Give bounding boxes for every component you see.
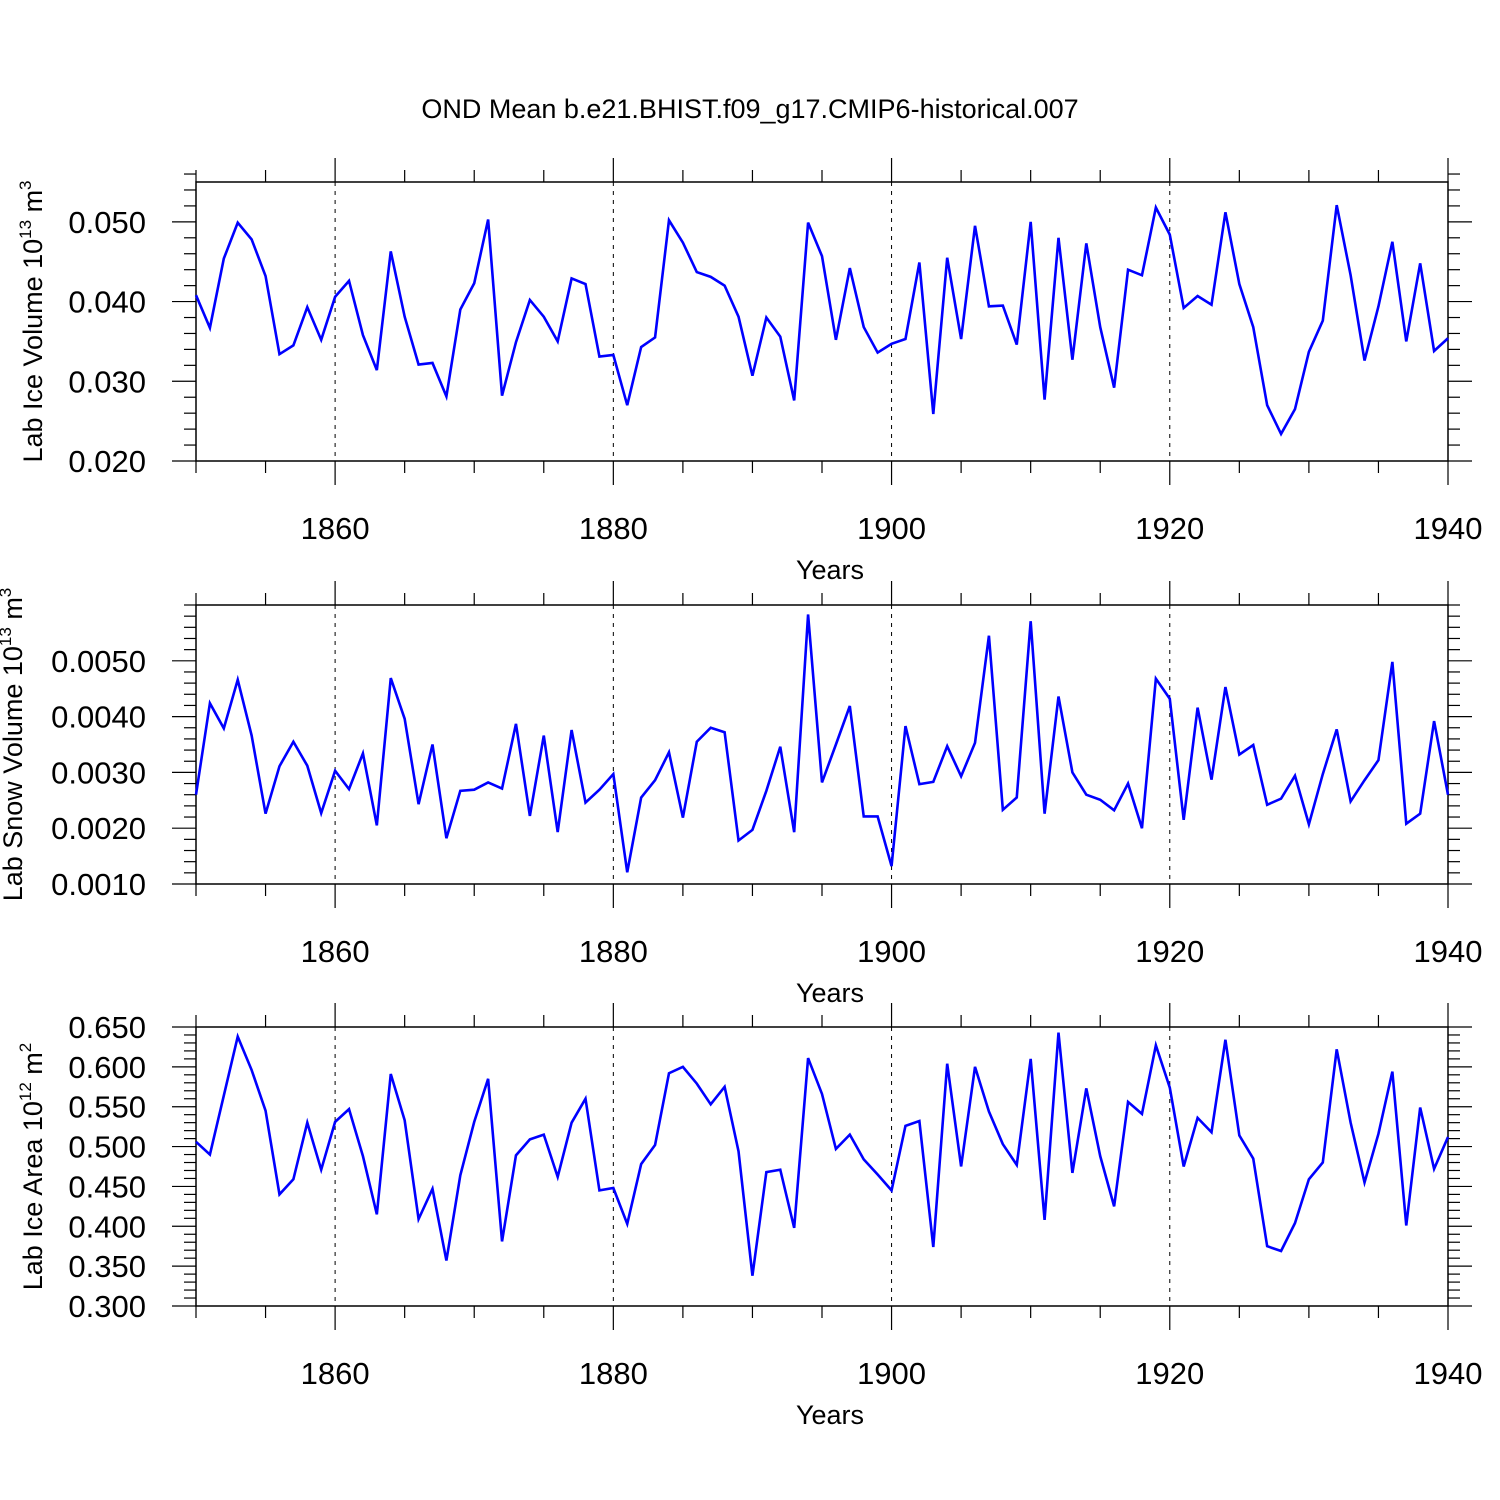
y-tick-label: 0.020: [68, 444, 146, 479]
y-tick-label: 0.0010: [51, 867, 146, 902]
plot-frame: [195, 1026, 1449, 1307]
y-tick-label: 0.600: [68, 1050, 146, 1085]
x-tick-label: 1880: [579, 934, 648, 969]
data-series-line: [195, 1032, 1450, 1276]
x-tick-label: 1940: [1414, 934, 1483, 969]
y-axis-title-part: Lab Ice Area 10: [18, 1101, 48, 1290]
y-axis-title-part: m: [18, 1052, 48, 1082]
x-tick-label: 1900: [857, 511, 926, 546]
x-tick-label: 1900: [857, 934, 926, 969]
panel-lab-ice-area: 1860 1880 1900 1920 1940 0.300 0.350 0.400 0.450…: [16, 1003, 1482, 1430]
y-axis-title-superscript: 13: [0, 627, 15, 646]
y-axis-title-superscript: 3: [16, 180, 35, 189]
y-tick-label: 0.500: [68, 1130, 146, 1165]
x-axis-title: Years: [796, 555, 864, 585]
y-tick-label: 0.650: [68, 1010, 146, 1045]
plot-frame: [195, 181, 1449, 462]
panel-lab-ice-volume: 1860 1880 1900 1920 1940 0.020 0.030 0.040 0.050…: [16, 158, 1482, 585]
y-tick-label: 0.050: [68, 205, 146, 240]
y-tick-label: 0.0020: [51, 811, 146, 846]
y-axis-title-superscript: 2: [16, 1043, 35, 1052]
y-tick-label: 0.550: [68, 1090, 146, 1125]
x-tick-label: 1920: [1135, 1356, 1204, 1391]
y-axis-title-part: Lab Ice Volume 10: [18, 239, 48, 463]
y-axis-title: Lab Ice Area 1012 m2: [16, 1043, 48, 1291]
x-tick-label: 1860: [301, 511, 370, 546]
figure-title: OND Mean b.e21.BHIST.f09_g17.CMIP6-histo…: [421, 94, 1078, 124]
x-tick-label: 1920: [1135, 934, 1204, 969]
x-tick-label: 1900: [857, 1356, 926, 1391]
x-axis-title: Years: [796, 1400, 864, 1430]
y-tick-label: 0.350: [68, 1249, 146, 1284]
panel-lab-snow-volume: 1860 1880 1900 1920 1940 0.0010 0.0020 0.0030 0.…: [0, 581, 1482, 1008]
x-tick-label: 1940: [1414, 1356, 1483, 1391]
plot-frame: [195, 604, 1449, 885]
y-tick-label: 0.400: [68, 1209, 146, 1244]
y-tick-label: 0.0040: [51, 700, 146, 735]
y-tick-label: 0.0030: [51, 755, 146, 790]
y-axis-title-superscript: 12: [16, 1082, 35, 1101]
x-tick-label: 1880: [579, 1356, 648, 1391]
y-axis-title-part: Lab Snow Volume 10: [0, 646, 28, 901]
x-tick-label: 1880: [579, 511, 648, 546]
y-axis-title-part: m: [18, 190, 48, 220]
data-series-line: [194, 203, 1449, 437]
y-tick-label: 0.450: [68, 1169, 146, 1204]
y-axis-title: Lab Snow Volume 1013 m3: [0, 588, 28, 902]
x-tick-label: 1860: [301, 1356, 370, 1391]
x-axis-title: Years: [796, 978, 864, 1008]
y-axis-title: Lab Ice Volume 1013 m3: [16, 180, 48, 462]
y-axis-title-part: m: [0, 597, 28, 627]
y-axis-title-superscript: 3: [0, 588, 15, 597]
y-axis-title-superscript: 13: [16, 220, 35, 239]
x-tick-label: 1920: [1135, 511, 1204, 546]
y-tick-label: 0.0050: [51, 644, 146, 679]
data-series-line: [194, 614, 1450, 873]
y-tick-label: 0.040: [68, 285, 146, 320]
y-tick-label: 0.300: [68, 1289, 146, 1324]
x-tick-label: 1860: [301, 934, 370, 969]
y-tick-label: 0.030: [68, 364, 146, 399]
x-tick-label: 1940: [1414, 511, 1483, 546]
